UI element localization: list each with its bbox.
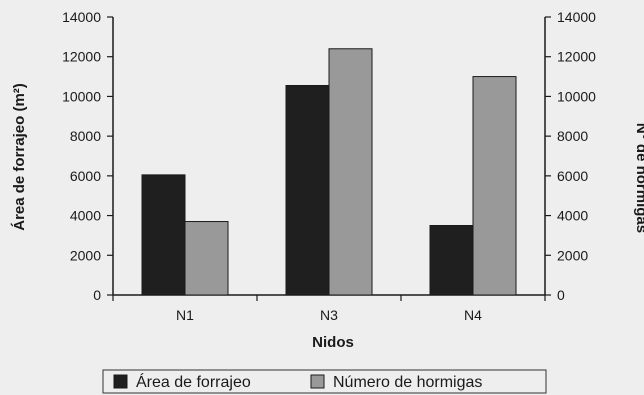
right-tick-label: 10000	[557, 88, 596, 104]
left-tick-label: 6000	[70, 168, 101, 184]
left-tick-label: 12000	[62, 49, 101, 65]
right-tick-label: 12000	[557, 49, 596, 65]
x-axis-title: Nidos	[312, 334, 354, 351]
legend-frame	[102, 369, 547, 394]
x-tick-label: N4	[464, 307, 482, 323]
bar-area-n4	[429, 225, 474, 296]
left-tick-label: 0	[93, 287, 101, 303]
legend-swatch-ants	[310, 374, 325, 389]
right-tick-label: 0	[557, 287, 565, 303]
right-tick-label: 8000	[557, 128, 588, 144]
left-tick-label: 4000	[70, 208, 101, 224]
bar-ants-n3	[328, 48, 373, 296]
legend-label-area: Área de forrajeo	[136, 372, 251, 391]
bars	[141, 48, 517, 296]
left-tick-label: 10000	[62, 88, 101, 104]
left-tick-label: 2000	[70, 247, 101, 263]
bar-area-n3	[285, 85, 330, 296]
left-axis-title: Área de forrajeo (m²)	[11, 83, 28, 231]
x-tick-label: N1	[176, 307, 194, 323]
bar-area-n1	[141, 174, 186, 296]
left-tick-label: 14000	[62, 9, 101, 25]
axes: 0 0 2000 2000 4000 4000 6000 6000 8000 8000 10000 1…	[62, 9, 596, 323]
bar-ants-n1	[184, 221, 229, 296]
right-axis-title: N° de hormigas	[633, 123, 644, 233]
right-tick-label: 14000	[557, 9, 596, 25]
bar-ants-n4	[472, 76, 517, 296]
legend-label-ants: Número de hormigas	[333, 374, 482, 391]
right-tick-label: 4000	[557, 208, 588, 224]
left-tick-label: 8000	[70, 128, 101, 144]
right-tick-label: 2000	[557, 247, 588, 263]
right-tick-label: 6000	[557, 168, 588, 184]
legend: Área de forrajeo Número de hormigas	[102, 369, 547, 394]
legend-swatch-area	[113, 374, 128, 389]
x-tick-label: N3	[320, 307, 338, 323]
